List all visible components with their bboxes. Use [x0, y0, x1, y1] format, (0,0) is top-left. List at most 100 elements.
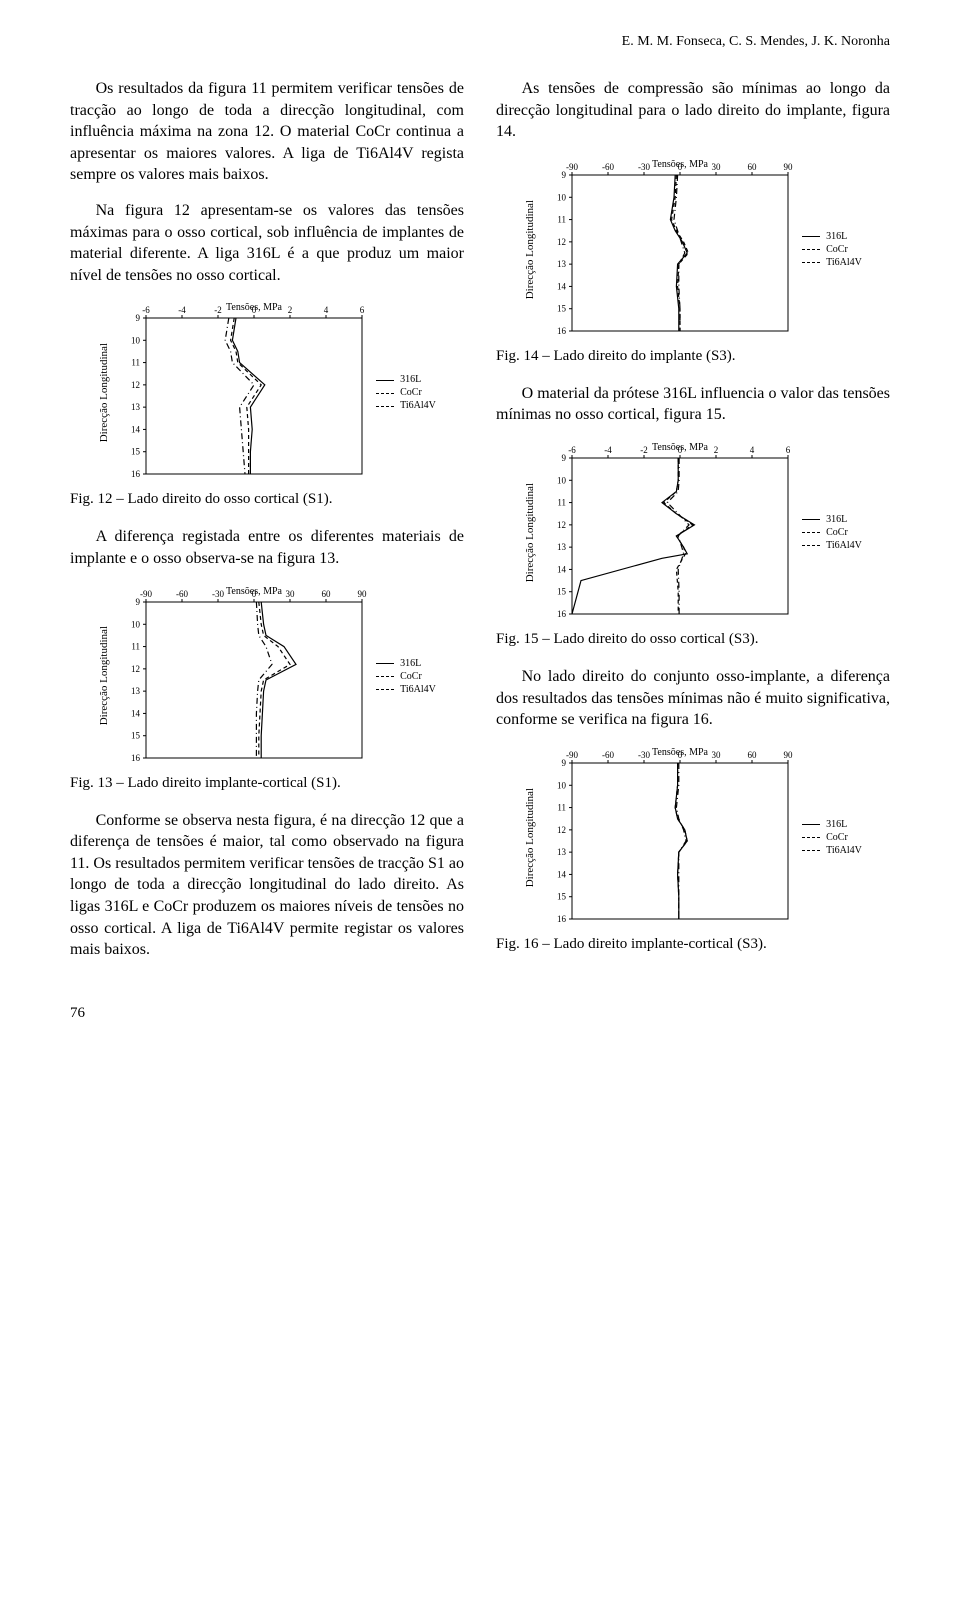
para-l2: Na figura 12 apresentam-se os valores da… — [70, 200, 464, 286]
svg-text:-4: -4 — [178, 305, 186, 315]
svg-text:11: 11 — [131, 641, 140, 651]
svg-text:-60: -60 — [602, 750, 614, 760]
svg-text:16: 16 — [557, 914, 567, 924]
svg-text:9: 9 — [136, 597, 141, 607]
svg-text:15: 15 — [557, 303, 567, 313]
svg-text:90: 90 — [784, 162, 794, 172]
fig14-caption: Fig. 14 – Lado direito do implante (S3). — [496, 348, 890, 365]
svg-text:13: 13 — [131, 402, 141, 412]
svg-text:16: 16 — [131, 469, 141, 479]
svg-text:-60: -60 — [176, 589, 188, 599]
svg-text:15: 15 — [557, 587, 567, 597]
svg-text:60: 60 — [748, 750, 758, 760]
chart-plot: Tensões, MPa-90-60-300306090910111213141… — [544, 745, 794, 930]
svg-text:15: 15 — [557, 891, 567, 901]
svg-text:-30: -30 — [638, 750, 650, 760]
chart-legend: 316L CoCr Ti6Al4V — [376, 373, 436, 412]
svg-text:-6: -6 — [142, 305, 150, 315]
svg-text:6: 6 — [786, 445, 791, 455]
svg-text:0: 0 — [252, 589, 257, 599]
svg-text:11: 11 — [557, 498, 566, 508]
svg-text:2: 2 — [288, 305, 293, 315]
svg-text:6: 6 — [360, 305, 365, 315]
svg-text:15: 15 — [131, 730, 141, 740]
svg-text:-90: -90 — [566, 162, 578, 172]
svg-text:14: 14 — [557, 564, 567, 574]
para-l4: Conforme se observa nesta figura, é na d… — [70, 810, 464, 961]
svg-text:0: 0 — [678, 445, 683, 455]
svg-text:11: 11 — [131, 358, 140, 368]
fig12-caption: Fig. 12 – Lado direito do osso cortical … — [70, 491, 464, 508]
chart-ylabel: Direcção Longitudinal — [98, 343, 110, 442]
chart-legend: 316L CoCr Ti6Al4V — [802, 230, 862, 269]
svg-text:12: 12 — [557, 237, 566, 247]
para-r1: As tensões de compressão são mínimas ao … — [496, 78, 890, 143]
svg-text:60: 60 — [322, 589, 332, 599]
svg-text:10: 10 — [131, 619, 141, 629]
para-r2: O material da prótese 316L influencia o … — [496, 383, 890, 426]
svg-text:10: 10 — [131, 336, 141, 346]
svg-text:60: 60 — [748, 162, 758, 172]
fig13-chart: Direcção Longitudinal Tensões, MPa-90-60… — [70, 584, 464, 769]
svg-text:-30: -30 — [638, 162, 650, 172]
svg-text:14: 14 — [131, 425, 141, 435]
svg-text:13: 13 — [557, 542, 567, 552]
svg-text:10: 10 — [557, 475, 567, 485]
chart-legend: 316L CoCr Ti6Al4V — [802, 818, 862, 857]
chart-ylabel: Direcção Longitudinal — [524, 483, 536, 582]
svg-text:11: 11 — [557, 802, 566, 812]
chart-ylabel: Direcção Longitudinal — [524, 788, 536, 887]
svg-text:0: 0 — [252, 305, 257, 315]
svg-text:16: 16 — [131, 753, 141, 763]
svg-text:14: 14 — [557, 869, 567, 879]
svg-text:13: 13 — [557, 847, 567, 857]
right-column: As tensões de compressão são mínimas ao … — [496, 78, 890, 975]
svg-text:90: 90 — [784, 750, 794, 760]
svg-text:0: 0 — [678, 162, 683, 172]
svg-text:-4: -4 — [604, 445, 612, 455]
svg-text:0: 0 — [678, 750, 683, 760]
svg-text:9: 9 — [562, 758, 567, 768]
svg-text:-2: -2 — [640, 445, 648, 455]
svg-text:30: 30 — [712, 162, 722, 172]
svg-text:9: 9 — [562, 170, 567, 180]
svg-text:-30: -30 — [212, 589, 224, 599]
svg-text:90: 90 — [358, 589, 368, 599]
page-number: 76 — [70, 1005, 890, 1022]
svg-text:2: 2 — [714, 445, 719, 455]
para-l3: A diferença registada entre os diferente… — [70, 526, 464, 569]
fig16-chart: Direcção Longitudinal Tensões, MPa-90-60… — [496, 745, 890, 930]
svg-text:9: 9 — [136, 313, 141, 323]
para-l1: Os resultados da figura 11 permitem veri… — [70, 78, 464, 186]
svg-text:10: 10 — [557, 780, 567, 790]
para-r3: No lado direito do conjunto osso-implant… — [496, 666, 890, 731]
svg-text:30: 30 — [286, 589, 296, 599]
svg-text:13: 13 — [557, 259, 567, 269]
svg-text:-90: -90 — [566, 750, 578, 760]
svg-text:12: 12 — [131, 380, 140, 390]
svg-text:14: 14 — [557, 281, 567, 291]
fig13-caption: Fig. 13 – Lado direito implante-cortical… — [70, 775, 464, 792]
svg-text:4: 4 — [750, 445, 755, 455]
svg-text:16: 16 — [557, 609, 567, 619]
fig15-chart: Direcção Longitudinal Tensões, MPa-6-4-2… — [496, 440, 890, 625]
svg-text:-2: -2 — [214, 305, 222, 315]
chart-plot: Tensões, MPa-6-4-20246910111213141516 — [544, 440, 794, 625]
chart-plot: Tensões, MPa-90-60-300306090910111213141… — [118, 584, 368, 769]
fig14-chart: Direcção Longitudinal Tensões, MPa-90-60… — [496, 157, 890, 342]
svg-text:14: 14 — [131, 708, 141, 718]
running-head: E. M. M. Fonseca, C. S. Mendes, J. K. No… — [70, 34, 890, 50]
chart-ylabel: Direcção Longitudinal — [98, 626, 110, 725]
fig12-chart: Direcção Longitudinal Tensões, MPa-6-4-2… — [70, 300, 464, 485]
chart-legend: 316L CoCr Ti6Al4V — [802, 513, 862, 552]
chart-plot: Tensões, MPa-6-4-20246910111213141516 — [118, 300, 368, 485]
chart-plot: Tensões, MPa-90-60-300306090910111213141… — [544, 157, 794, 342]
svg-text:15: 15 — [131, 447, 141, 457]
svg-text:10: 10 — [557, 192, 567, 202]
fig16-caption: Fig. 16 – Lado direito implante-cortical… — [496, 936, 890, 953]
svg-text:11: 11 — [557, 214, 566, 224]
svg-text:9: 9 — [562, 453, 567, 463]
chart-legend: 316L CoCr Ti6Al4V — [376, 657, 436, 696]
svg-text:12: 12 — [557, 825, 566, 835]
svg-text:-60: -60 — [602, 162, 614, 172]
